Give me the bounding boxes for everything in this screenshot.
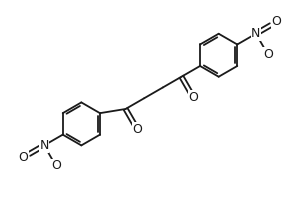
- Text: O: O: [263, 48, 273, 61]
- Text: N: N: [251, 27, 261, 40]
- Text: O: O: [188, 91, 198, 104]
- Text: O: O: [51, 159, 61, 172]
- Text: O: O: [19, 151, 28, 164]
- Text: O: O: [272, 15, 281, 28]
- Text: O: O: [133, 123, 142, 136]
- Text: N: N: [39, 139, 49, 152]
